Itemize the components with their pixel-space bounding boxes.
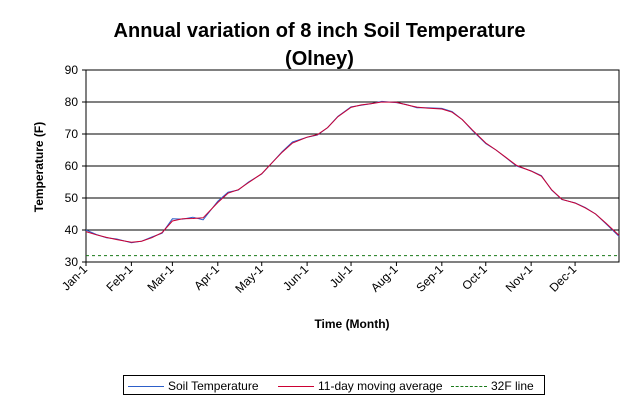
legend-label-soil-temperature: Soil Temperature: [168, 379, 259, 393]
x-tick-label-nov-1: Nov-1: [503, 262, 536, 295]
chart-title: Annual variation of 8 inch Soil Temperat…: [113, 20, 526, 42]
x-tick-label-aug-1: Aug-1: [368, 262, 401, 295]
legend-item-32f-line: 32F line: [451, 379, 534, 393]
y-tick-label-80: 80: [65, 95, 79, 109]
gridlines: [86, 101, 619, 231]
series-layer: [85, 100, 620, 257]
y-axis-ticks: 30 40 50 60 70 80 90: [65, 63, 86, 269]
legend-item-soil-temperature: Soil Temperature: [128, 379, 259, 393]
y-tick-label-30: 30: [65, 255, 79, 269]
legend-label-moving-average: 11-day moving average: [318, 379, 443, 393]
y-tick-label-50: 50: [65, 191, 79, 205]
chart-subtitle: (Olney): [285, 48, 354, 70]
y-axis-label: Temperature (F): [32, 122, 46, 212]
x-tick-label-jun-1: Jun-1: [280, 262, 311, 293]
legend-swatch-soil-temperature: [128, 385, 164, 387]
x-tick-label-sep-1: Sep-1: [413, 262, 446, 295]
x-tick-label-feb-1: Feb-1: [103, 262, 135, 294]
y-tick-label-70: 70: [65, 127, 79, 141]
x-axis-ticks: Jan-1 Feb-1 Mar-1 Apr-1 May-1 Jun-1 Jul-1 Aug-1…: [59, 262, 579, 296]
x-tick-label-oct-1: Oct-1: [459, 262, 490, 293]
legend-label-32f-line: 32F line: [491, 379, 534, 393]
x-tick-label-apr-1: Apr-1: [191, 262, 222, 293]
x-axis-label: Time (Month): [314, 317, 389, 331]
x-tick-label-may-1: May-1: [232, 262, 266, 296]
legend-swatch-32f-line: [451, 385, 487, 387]
series-soil-temperature: [85, 100, 620, 244]
y-tick-label-90: 90: [65, 63, 79, 77]
legend-swatch-moving-average: [278, 385, 314, 387]
legend-item-moving-average: 11-day moving average: [278, 379, 443, 393]
x-tick-label-jul-1: Jul-1: [327, 262, 356, 291]
series-moving-average: [85, 101, 620, 243]
x-tick-label-mar-1: Mar-1: [144, 262, 176, 294]
x-tick-label-dec-1: Dec-1: [547, 262, 580, 295]
y-tick-label-40: 40: [65, 223, 79, 237]
y-tick-label-60: 60: [65, 159, 79, 173]
chart-legend: Soil Temperature 11-day moving average 3…: [123, 375, 545, 395]
